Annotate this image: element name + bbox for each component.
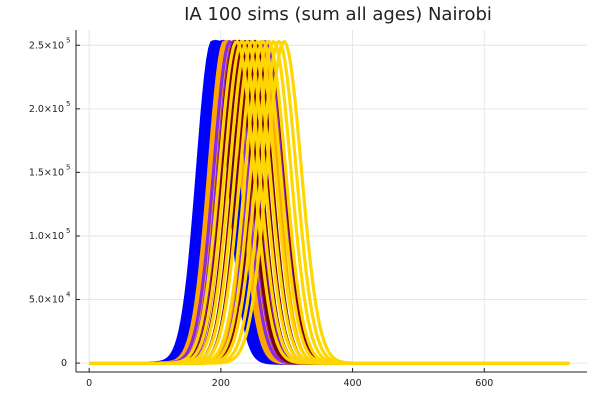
y-tick-labels: 05.0×10 41.0×10 51.5×10 52.0×10 52.5×10 5 [29, 36, 71, 369]
series-line-11 [89, 40, 570, 365]
y-tick-exponent-1: 4 [66, 291, 71, 299]
series-line-24 [89, 39, 570, 365]
series-line-5 [89, 40, 570, 365]
y-tick-label-5: 2.5×10 [29, 40, 64, 51]
series-line-12 [89, 40, 570, 365]
x-tick-label-2: 400 [344, 378, 362, 389]
series-line-9 [89, 40, 570, 365]
series-line-3 [89, 40, 570, 365]
series-line-10 [89, 40, 570, 365]
series-line-28 [89, 40, 570, 365]
series-line-17 [89, 39, 570, 365]
series-line-13 [89, 40, 570, 365]
series-line-25 [89, 40, 570, 365]
series-line-6 [89, 40, 570, 365]
series-line-21 [89, 40, 570, 365]
y-tick-label-1: 5.0×10 [29, 295, 64, 306]
series-line-4 [89, 39, 570, 365]
y-tick-exponent-3: 5 [66, 163, 70, 171]
series-line-1 [89, 39, 570, 365]
series-line-23 [89, 40, 570, 365]
series-lines [89, 39, 570, 365]
x-tick-label-0: 0 [86, 378, 92, 389]
x-tick-labels: 0 200 400 600 [86, 378, 493, 389]
series-line-2 [89, 40, 570, 365]
series-line-30 [89, 39, 570, 365]
series-line-8 [89, 40, 570, 365]
series-line-22 [89, 40, 570, 365]
axes [75, 30, 587, 373]
series-line-0 [89, 40, 570, 365]
series-line-31 [89, 40, 570, 365]
series-line-26 [89, 40, 570, 365]
series-line-27 [89, 39, 570, 365]
series-line-14 [89, 40, 570, 365]
series-line-18 [89, 40, 570, 365]
y-tick-label-3: 1.5×10 [29, 167, 64, 178]
chart-title: IA 100 sims (sum all ages) Nairobi [184, 4, 492, 25]
y-tick-label-0: 0 [61, 358, 67, 369]
grid-lines [76, 30, 587, 372]
series-line-20 [89, 39, 570, 365]
series-line-7 [89, 39, 570, 365]
y-tick-label-2: 1.0×10 [29, 231, 64, 242]
y-tick-exponent-2: 5 [66, 227, 70, 235]
series-line-16 [89, 39, 570, 365]
x-tick-label-3: 600 [475, 378, 493, 389]
y-tick-label-4: 2.0×10 [29, 104, 64, 115]
series-line-29 [89, 40, 570, 365]
y-tick-exponent-5: 5 [66, 36, 70, 44]
y-tick-exponent-4: 5 [66, 100, 70, 108]
series-line-15 [89, 40, 570, 365]
series-line-19 [89, 40, 570, 365]
x-tick-label-1: 200 [212, 378, 230, 389]
